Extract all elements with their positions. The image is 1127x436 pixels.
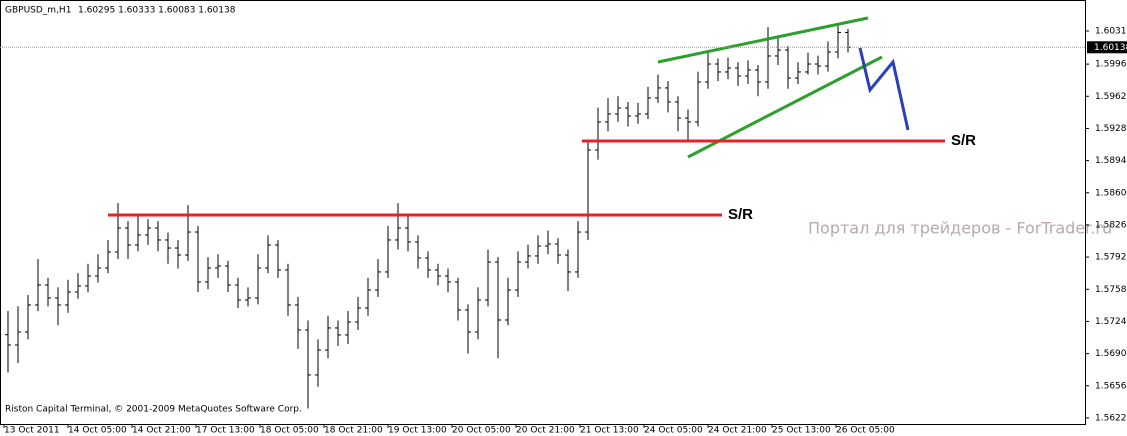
x-tick-label: 18 Oct 21:00 [324,426,383,436]
x-tick-label: 14 Oct 05:00 [68,426,127,436]
current-price-label: 1.60138 [1094,43,1127,53]
x-tick-label: 26 Oct 05:00 [836,426,895,436]
level-label: S/R [728,206,753,223]
x-tick-label: 20 Oct 05:00 [452,426,511,436]
y-tick-label: 1.59960 [1095,60,1127,70]
x-tick-label: 17 Oct 13:00 [196,426,255,436]
x-tick-label: 21 Oct 13:00 [580,426,639,436]
y-tick-label: 1.57240 [1095,317,1127,327]
chart-title: GBPUSD_m,H1 [5,6,71,16]
x-tick-label: 25 Oct 13:00 [772,426,831,436]
plot-frame [0,0,1086,425]
x-tick-label: 19 Oct 13:00 [388,426,447,436]
y-tick-label: 1.58600 [1095,188,1127,198]
footer: Riston Capital Terminal, © 2001-2009 Met… [5,405,302,415]
x-tick-label: 24 Oct 05:00 [644,426,703,436]
y-tick-label: 1.59280 [1095,124,1127,134]
y-tick-label: 1.56220 [1095,413,1127,423]
current-price-box [1087,41,1127,54]
projection [858,47,910,131]
y-tick-label: 1.57580 [1095,285,1127,295]
level-label: S/R [951,132,976,149]
x-tick-label: 24 Oct 21:00 [708,426,767,436]
y-tick-label: 1.60310 [1095,27,1127,37]
y-tick-label: 1.56900 [1095,349,1127,359]
x-tick-label: 14 Oct 21:00 [132,426,191,436]
x-tick-label: 20 Oct 21:00 [516,426,575,436]
y-tick-label: 1.57920 [1095,253,1127,263]
header-values: 1.60295 1.60333 1.60083 1.60138 [78,6,236,16]
x-tick-label: 13 Oct 2011 [4,426,60,436]
bars [5,24,851,409]
trend-line [657,16,869,64]
y-tick-label: 1.58940 [1095,156,1127,166]
y-tick-label: 1.59620 [1095,92,1127,102]
x-tick-label: 18 Oct 05:00 [260,426,319,436]
watermark: Портал для трейдеров - ForTrader.ru [808,219,1112,238]
y-tick-label: 1.56560 [1095,381,1127,391]
y-tick-label: 1.58260 [1095,220,1127,230]
